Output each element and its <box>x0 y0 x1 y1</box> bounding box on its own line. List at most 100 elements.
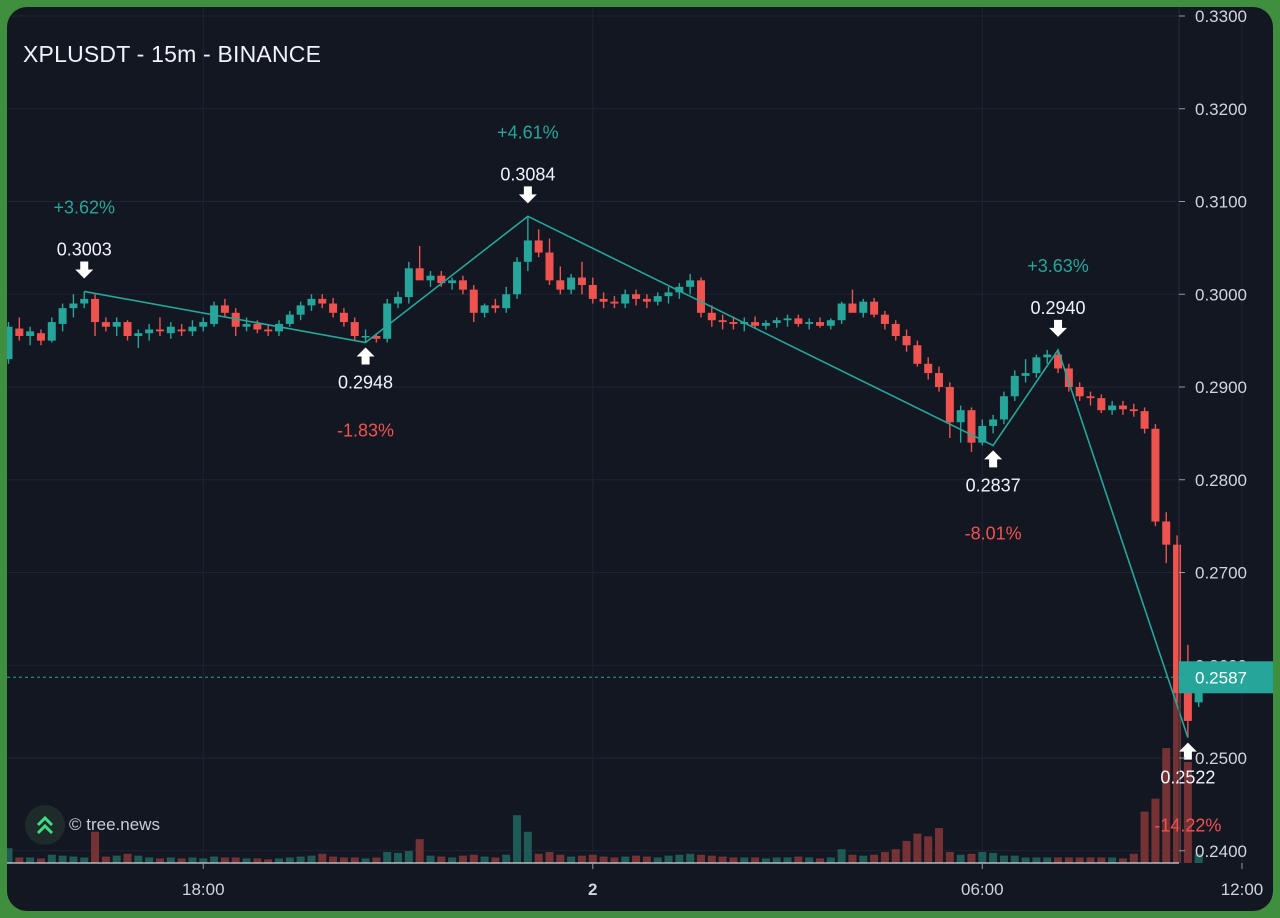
candle-body <box>36 333 45 341</box>
candle-body <box>534 240 543 253</box>
volume-bar <box>740 857 749 863</box>
chart-title: XPLUSDT - 15m - BINANCE <box>23 41 322 67</box>
candle-body <box>1183 693 1192 721</box>
volume-bar <box>632 855 641 863</box>
volume-bar <box>675 854 684 863</box>
candle-body <box>621 294 630 304</box>
candle-body <box>469 289 478 313</box>
volume-bar <box>155 858 164 863</box>
volume-bar <box>935 828 944 863</box>
volume-bar <box>880 851 889 863</box>
candle-body <box>437 275 446 284</box>
candlestick-chart[interactable]: 0.3003 +3.62% 0.2948 -1.83% 0.3084 +4.61% 0.28… <box>7 7 1273 911</box>
volume-bar <box>80 857 89 863</box>
pivot-low-label: 0.2522 <box>1160 768 1215 788</box>
volume-bar <box>296 856 305 863</box>
candle-body <box>956 410 965 423</box>
candle-body <box>783 318 792 321</box>
double-chevron-up-icon <box>25 805 65 845</box>
watermark-text: © tree.news <box>69 815 160 834</box>
volume-bar <box>415 839 424 863</box>
pivot-change-up: +4.61% <box>497 122 559 142</box>
volume-bar <box>1140 811 1149 863</box>
candle-body <box>675 286 684 293</box>
candle-body <box>155 329 164 332</box>
candle-body <box>523 240 532 262</box>
zigzag-line <box>84 215 1189 738</box>
arrow-up-icon <box>984 450 1003 468</box>
candle-body <box>491 305 500 309</box>
candle-body <box>47 322 56 341</box>
candle-body <box>339 312 348 323</box>
candle-body <box>383 303 392 339</box>
volume-bar <box>1032 857 1041 863</box>
volume-bar <box>729 857 738 863</box>
candle-body <box>145 329 154 334</box>
volume-bar <box>805 857 814 863</box>
pivot-change-down: -1.83% <box>337 420 394 440</box>
volume-bar <box>1086 857 1095 863</box>
price-axis-label: 0.2400 <box>1195 842 1247 861</box>
candle-body <box>567 277 576 290</box>
candle-body <box>945 387 954 423</box>
volume-bar <box>264 859 273 863</box>
volume-bar <box>275 858 283 863</box>
arrow-up-icon <box>1178 742 1197 760</box>
candle-body <box>556 280 565 290</box>
candle-body <box>761 323 770 326</box>
volume-bar <box>1075 857 1084 863</box>
volume-bar <box>945 851 954 863</box>
volume-bar <box>751 857 760 863</box>
candle-body <box>1064 368 1073 387</box>
candle-body <box>7 326 13 360</box>
volume-bar <box>469 854 478 863</box>
candle-body <box>794 318 803 324</box>
volume-bar <box>707 855 716 863</box>
candle-body <box>458 280 467 290</box>
pivot-high-label: 0.2940 <box>1031 298 1086 318</box>
candle-body <box>1129 409 1138 412</box>
volume-bar <box>967 853 976 863</box>
volume-bar <box>1151 798 1160 863</box>
candle-body <box>1032 357 1041 374</box>
volume-bar <box>177 858 186 863</box>
candle-body <box>1043 354 1052 358</box>
candle-body <box>599 298 608 302</box>
pivot-change-up: +3.63% <box>1027 256 1089 276</box>
pivot-change-down: -14.22% <box>1154 816 1221 836</box>
candle-body <box>632 294 641 299</box>
volume-bar <box>285 857 294 863</box>
candle-body <box>859 301 868 313</box>
pivot-high-label: 0.3003 <box>57 239 112 259</box>
volume-bar <box>621 856 630 863</box>
volume-bar <box>956 854 965 863</box>
volume-bar <box>361 858 370 863</box>
current-price-label: 0.2587 <box>1195 668 1247 687</box>
candle-body <box>999 396 1008 420</box>
volume-bar <box>870 854 879 863</box>
price-axis-label: 0.3300 <box>1195 7 1247 26</box>
volume-bar <box>372 857 381 863</box>
chart-frame: 0.3003 +3.62% 0.2948 -1.83% 0.3084 +4.61% 0.28… <box>7 7 1273 911</box>
volume-bar <box>1097 857 1106 863</box>
volume-bar <box>58 855 67 863</box>
candle-body <box>1097 398 1106 411</box>
volume-bar <box>166 857 175 863</box>
candle-body <box>653 296 662 302</box>
candle-body <box>924 363 933 374</box>
candle-body <box>242 323 251 327</box>
candle-body <box>404 268 413 298</box>
volume-bar <box>567 856 576 863</box>
candle-body <box>707 312 716 321</box>
price-axis-label: 0.3000 <box>1195 285 1247 304</box>
candle-body <box>253 323 262 330</box>
volume-bar <box>513 815 522 863</box>
volume-bar <box>491 857 500 863</box>
volume-bar <box>134 855 143 863</box>
time-axis-label: 06:00 <box>961 880 1004 899</box>
candle-body <box>1021 373 1030 376</box>
volume-bar <box>253 858 262 863</box>
candle-body <box>1010 375 1019 397</box>
current-price-badge <box>1179 661 1273 694</box>
volume-bar <box>902 840 911 863</box>
